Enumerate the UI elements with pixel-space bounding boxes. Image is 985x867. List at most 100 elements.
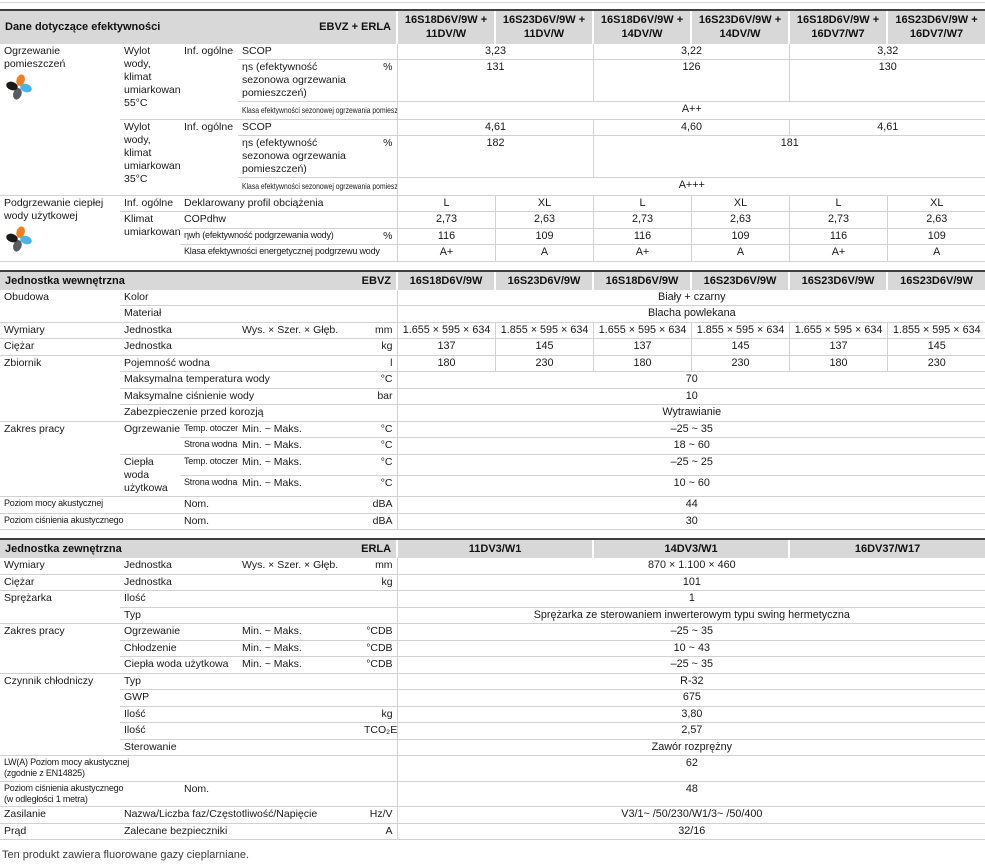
label-text: Hz/V	[369, 808, 393, 821]
column-header: 16DV37/W17	[788, 537, 985, 559]
unit-cell: TCO₂Eq	[360, 722, 398, 740]
label-text: Min. ~ Maks.	[242, 641, 302, 654]
value-cell: 3,32	[788, 43, 985, 61]
spec-row: Klimat umiarkowany COPdhw 2,73 2,63 2,73 2,63…	[0, 211, 985, 262]
spec-row: Czynnik chłodniczy Typ R-32	[0, 673, 985, 757]
row-label: Zalecane bezpieczniki	[120, 823, 360, 841]
row-label: Zasilanie	[0, 806, 120, 824]
row-label: Materiał	[120, 305, 398, 323]
value-cell: 18 ~ 60	[396, 437, 985, 455]
label-text: Ilość	[124, 724, 146, 737]
label-text: °C	[380, 422, 393, 435]
spec-row: Ilość kg 3,80	[0, 706, 985, 724]
unit-cell: °C	[360, 454, 398, 476]
value-cell: 2,73	[396, 211, 495, 229]
unit-cell: bar	[360, 388, 398, 406]
row-label: Temp. otoczenia	[180, 421, 238, 439]
label-text: Nom.	[184, 498, 210, 511]
label-text: Zakres pracy	[4, 625, 65, 638]
column-header: 16S23D6V/9W + 14DV/W	[690, 9, 789, 44]
spec-row: Strona wodna Min. ~ Maks. °C 10 ~ 60	[0, 475, 985, 498]
spec-row: Ciepła woda użytkowa Temp. otoczenia Min. …	[0, 454, 985, 498]
value-cell: A	[690, 244, 789, 262]
value-cell: R-32	[396, 673, 985, 691]
value-cell: 2,73	[788, 211, 887, 229]
value-cell: 116	[396, 228, 495, 246]
row-label: Min. ~ Maks.	[238, 623, 360, 641]
label-text: °CDB	[366, 641, 393, 654]
spec-row: Zakres pracy Ogrzewanie Min. ~ Maks. °CDB –2…	[0, 623, 985, 674]
unit-cell: °CDB	[360, 656, 398, 674]
label-text: Min. ~ Maks.	[242, 625, 302, 638]
label-text: Ogrzewanie	[124, 422, 180, 435]
value-cell: 1.855 × 595 × 634	[886, 322, 985, 340]
label-text: Maksymalna temperatura wody	[124, 373, 270, 386]
section-header-inner: Dane dotyczące efektywności EBVZ + ERLA	[5, 21, 391, 33]
value-cell: 1.855 × 595 × 634	[690, 322, 790, 340]
row-label: ηwh (efektywność podgrzewania wody)	[180, 228, 360, 246]
row-label: Jednostka	[120, 322, 238, 340]
value-cell: Blacha powlekana	[396, 305, 985, 323]
spec-tables: Dane dotyczące efektywności EBVZ + ERLA 16…	[0, 9, 985, 841]
section-table-efficiency: Dane dotyczące efektywności EBVZ + ERLA 16…	[0, 9, 985, 262]
spec-row: Maksymalna temperatura wody °C 70	[0, 371, 985, 389]
value-cell: Sprężarka ze sterowaniem inwerterowym ty…	[396, 607, 985, 625]
value-cell: A	[886, 244, 985, 262]
row-label: Maksymalne ciśnienie wody	[120, 388, 360, 406]
label-text: ηwh (efektywność podgrzewania wody)	[184, 229, 334, 240]
row-label: GWP	[120, 689, 398, 707]
label-text: Nom.	[184, 514, 210, 527]
spec-row: Typ Sprężarka ze sterowaniem inwerterowym…	[0, 607, 985, 625]
row-label: Ilość	[120, 590, 398, 608]
row-label: Ciepła woda użytkowa	[120, 656, 238, 674]
row-label: Poziom mocy akustycznej	[0, 496, 180, 514]
value-cell: 130	[788, 59, 985, 103]
spec-row: Maksymalne ciśnienie wody bar 10	[0, 388, 985, 406]
models-label: EBVZ	[361, 274, 392, 287]
column-header: 11DV3/W1	[396, 537, 594, 559]
row-label: SCOP	[238, 43, 360, 61]
value-cell: –25 ~ 35	[396, 421, 985, 439]
label-text: Ilość	[124, 592, 146, 605]
row-label: Ciepła woda użytkowa	[120, 454, 180, 498]
label-text: Ciepła woda użytkowa	[124, 658, 229, 671]
spec-row: ηwh (efektywność podgrzewania wody)% 116 1…	[0, 228, 985, 246]
row-label: Kolor	[120, 289, 398, 307]
column-header: 16S18D6V/9W + 14DV/W	[592, 9, 691, 44]
value-cell: –25 ~ 25	[396, 454, 985, 476]
row-label: Nom.	[180, 513, 360, 530]
label-text: Typ	[124, 608, 141, 621]
value-cell: 145	[494, 338, 594, 356]
value-cell: 180	[592, 355, 692, 373]
spec-row: Klasa efektywności energetycznej podgrze…	[0, 244, 985, 262]
label-text: ηs (efektywność sezonowa ogrzewania pomi…	[242, 61, 346, 100]
row-label: Wylot wody, klimat umiarkowany 35°C	[120, 119, 180, 196]
label-text: bar	[377, 389, 393, 402]
value-cell: 30	[396, 513, 985, 530]
value-cell: 3,22	[592, 43, 789, 61]
label-text: Prąd	[4, 824, 27, 837]
unit-cell	[360, 119, 397, 137]
row-label: Ogrzewanie	[120, 421, 180, 455]
value-cell: 4,60	[592, 119, 789, 137]
row-label: Strona wodna	[180, 475, 238, 498]
label-text: kg	[381, 575, 393, 588]
row-label: Ilość	[120, 722, 360, 740]
label-text: Inf. ogólne	[124, 196, 174, 209]
row-label: Klasa efektywności sezonowej ogrzewania …	[238, 101, 397, 120]
label-text: Strona wodna	[184, 476, 238, 487]
column-header: 14DV3/W1	[592, 537, 790, 559]
spec-row: Zabezpieczenie przed korozją Wytrawianie	[0, 404, 985, 422]
label-text: Jednostka	[124, 340, 172, 353]
label-text: Nazwa/Liczba faz/Częstotliwość/Napięcie	[124, 808, 318, 821]
label-text: LW(A) Poziom mocy akustycznej (zgodnie z…	[4, 757, 130, 779]
value-cell: 70	[396, 371, 985, 389]
label-text: kg	[381, 707, 393, 720]
label-text: SCOP	[242, 44, 272, 57]
label-text: Klasa efektywności energetycznej podgrze…	[184, 246, 380, 257]
label-text: dBA	[372, 498, 393, 511]
spec-row: Strona wodna Min. ~ Maks. °C 18 ~ 60	[0, 437, 985, 455]
unit-cell: °CDB	[360, 640, 398, 658]
label-text: %	[383, 229, 393, 242]
label-text: l	[390, 356, 393, 369]
